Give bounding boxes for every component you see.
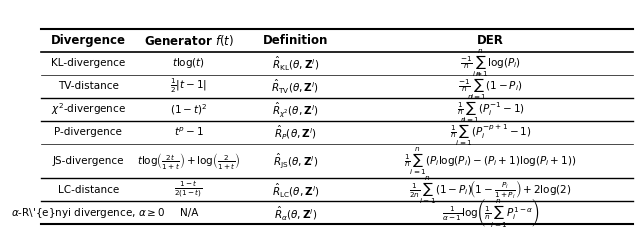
Text: $\hat{R}_{\chi^2}(\theta, \mathbf{Z}^l)$: $\hat{R}_{\chi^2}(\theta, \mathbf{Z}^l)$ (272, 100, 319, 119)
Text: Divergence: Divergence (51, 34, 125, 47)
Text: $\frac{1}{n}\sum_{i=1}^{n}(P_i^{-1}-1)$: $\frac{1}{n}\sum_{i=1}^{n}(P_i^{-1}-1)$ (456, 93, 525, 125)
Text: JS-divergence: JS-divergence (52, 156, 124, 166)
Text: TV-distance: TV-distance (58, 81, 118, 91)
Text: $t^p - 1$: $t^p - 1$ (173, 126, 204, 139)
Text: $\hat{R}_{\mathrm{TV}}(\theta, \mathbf{Z}^l)$: $\hat{R}_{\mathrm{TV}}(\theta, \mathbf{Z… (271, 77, 319, 95)
Text: $\frac{1}{\alpha-1}\log\!\left(\frac{1}{n}\sum_{i=1}^{n}P_i^{1-\alpha}\right)$: $\frac{1}{\alpha-1}\log\!\left(\frac{1}{… (442, 196, 540, 229)
Text: $\chi^2$-divergence: $\chi^2$-divergence (51, 101, 125, 117)
Text: $\hat{R}_{\alpha}(\theta, \mathbf{Z}^l)$: $\hat{R}_{\alpha}(\theta, \mathbf{Z}^l)$ (274, 204, 317, 222)
Text: LC-distance: LC-distance (58, 185, 119, 195)
Text: $\frac{1}{2}|t-1|$: $\frac{1}{2}|t-1|$ (170, 77, 207, 95)
Text: N/A: N/A (180, 208, 198, 218)
Text: $\frac{1}{n}\sum_{i=1}^{n}(P_i^{-p+1}-1)$: $\frac{1}{n}\sum_{i=1}^{n}(P_i^{-p+1}-1)… (450, 116, 531, 148)
Text: $\frac{1}{2n}\sum_{i=1}^{n}\left(1-P_i\right)\!\left(1-\frac{P_i}{1+P_i}\right)+: $\frac{1}{2n}\sum_{i=1}^{n}\left(1-P_i\r… (409, 174, 572, 206)
Text: KL-divergence: KL-divergence (51, 58, 125, 68)
Text: $\hat{R}_{\mathrm{KL}}(\theta, \mathbf{Z}^l)$: $\hat{R}_{\mathrm{KL}}(\theta, \mathbf{Z… (272, 54, 319, 72)
Text: $\alpha$-R\'{e}nyi divergence, $\alpha\geq 0$: $\alpha$-R\'{e}nyi divergence, $\alpha\g… (11, 206, 166, 220)
Text: $\frac{-1}{n}\sum_{i=1}^{n}(1-P_i)$: $\frac{-1}{n}\sum_{i=1}^{n}(1-P_i)$ (458, 70, 523, 102)
Text: $t\log(t)$: $t\log(t)$ (172, 56, 205, 70)
Text: DER: DER (477, 34, 504, 47)
Text: Definition: Definition (262, 34, 328, 47)
Text: $\frac{-1}{n}\sum_{i=1}^{n}\log(P_i)$: $\frac{-1}{n}\sum_{i=1}^{n}\log(P_i)$ (460, 47, 521, 79)
Text: $\frac{1}{n}\sum_{i=1}^{n}\left(P_i\log(P_i)-(P_i+1)\log(P_i+1)\right)$: $\frac{1}{n}\sum_{i=1}^{n}\left(P_i\log(… (404, 145, 577, 177)
Text: $\hat{R}_{\mathrm{JS}}(\theta, \mathbf{Z}^l)$: $\hat{R}_{\mathrm{JS}}(\theta, \mathbf{Z… (273, 152, 318, 170)
Text: $(1-t)^2$: $(1-t)^2$ (170, 102, 207, 117)
Text: P-divergence: P-divergence (54, 127, 122, 137)
Text: $t\log\!\left(\frac{2t}{1+t}\right)+\log\!\left(\frac{2}{1+t}\right)$: $t\log\!\left(\frac{2t}{1+t}\right)+\log… (137, 151, 241, 171)
Text: Generator $f(t)$: Generator $f(t)$ (0, 233, 1, 234)
Text: $\frac{1-t}{2(1-t)}$: $\frac{1-t}{2(1-t)}$ (175, 180, 203, 200)
Text: $\hat{R}_{P}(\theta, \mathbf{Z}^l)$: $\hat{R}_{P}(\theta, \mathbf{Z}^l)$ (274, 123, 317, 141)
Text: Generator $f(t)$: Generator $f(t)$ (144, 33, 234, 48)
Text: $\hat{R}_{\mathrm{LC}}(\theta, \mathbf{Z}^l)$: $\hat{R}_{\mathrm{LC}}(\theta, \mathbf{Z… (271, 181, 319, 199)
